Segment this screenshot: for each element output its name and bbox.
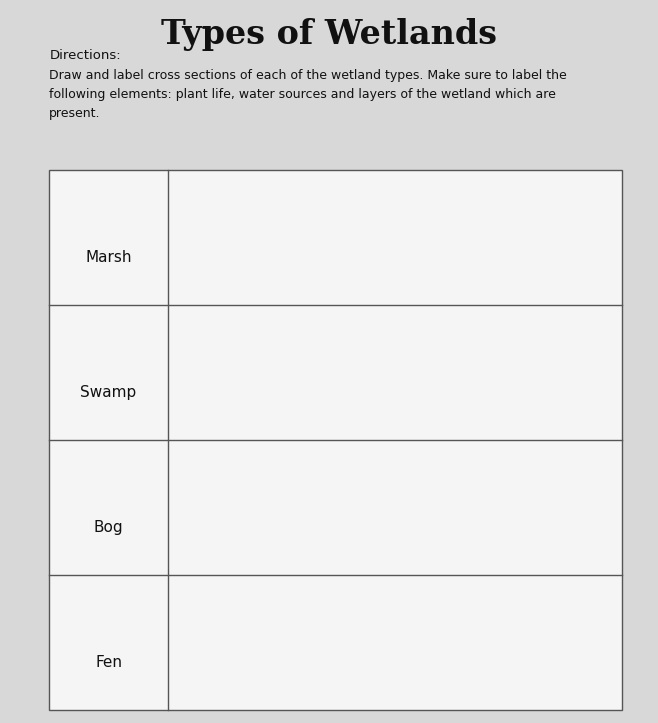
Text: Bog: Bog xyxy=(93,521,124,535)
Text: Types of Wetlands: Types of Wetlands xyxy=(161,18,497,51)
Text: Draw and label cross sections of each of the wetland types. Make sure to label t: Draw and label cross sections of each of… xyxy=(49,69,567,120)
Text: Fen: Fen xyxy=(95,655,122,670)
Text: Swamp: Swamp xyxy=(80,385,137,401)
Text: Marsh: Marsh xyxy=(86,250,132,265)
Text: Directions:: Directions: xyxy=(49,49,121,62)
Bar xyxy=(49,170,622,710)
